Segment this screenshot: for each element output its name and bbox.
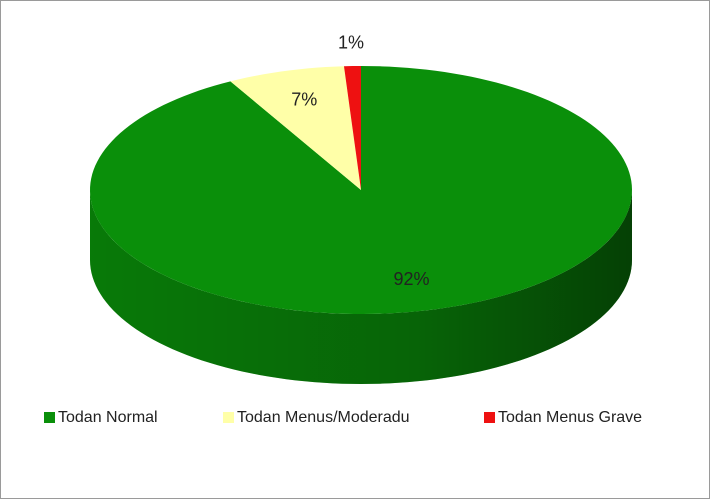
- slice-side-shade: [90, 190, 632, 384]
- slice: [230, 66, 361, 190]
- legend-label: Todan Normal: [58, 409, 158, 426]
- data-label: 92%: [394, 269, 430, 289]
- pie: 92% 7% 1%: [90, 33, 632, 384]
- slice: [343, 66, 361, 190]
- legend-swatch: [44, 412, 55, 423]
- legend: Todan Normal Todan Menus/Moderadu Todan Me…: [44, 409, 642, 426]
- data-label: 7%: [291, 89, 317, 109]
- legend-label: Todan Menus/Moderadu: [237, 409, 410, 426]
- legend-swatch: [484, 412, 495, 423]
- data-label: 1%: [338, 33, 364, 53]
- legend-label: Todan Menus Grave: [498, 409, 642, 426]
- legend-swatch: [223, 412, 234, 423]
- slice: [90, 66, 632, 314]
